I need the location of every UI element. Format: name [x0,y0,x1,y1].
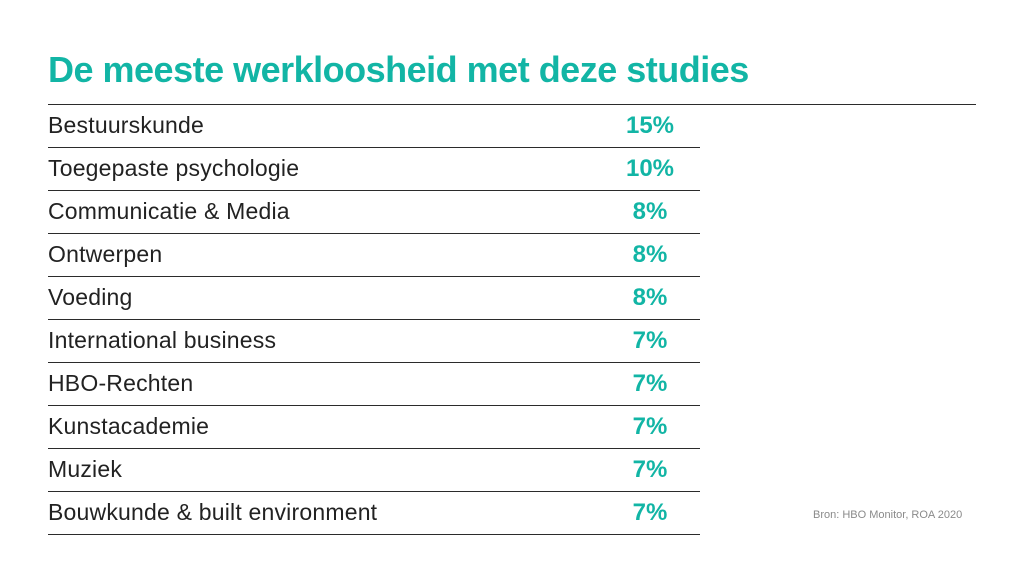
table-row: Communicatie & Media 8% [48,191,700,234]
table-row: Ontwerpen 8% [48,234,700,277]
study-label: Voeding [48,284,133,311]
unemployment-percentage: 10% [625,154,675,182]
table-row: Kunstacademie 7% [48,406,700,449]
unemployment-percentage: 15% [625,111,675,139]
page-title: De meeste werkloosheid met deze studies [48,0,976,105]
unemployment-percentage: 7% [632,412,668,440]
unemployment-percentage: 8% [632,240,668,268]
study-label: Muziek [48,456,123,483]
study-unemployment-table: Bestuurskunde 15% Toegepaste psychologie 10… [48,105,700,535]
study-label: Toegepaste psychologie [48,155,300,182]
study-label: Bouwkunde & built environment [48,499,378,526]
unemployment-percentage: 7% [632,369,668,397]
study-label: Bestuurskunde [48,112,205,139]
table-row: Muziek 7% [48,449,700,492]
unemployment-percentage: 7% [632,326,668,354]
unemployment-percentage: 7% [632,455,668,483]
study-label: HBO-Rechten [48,370,194,397]
study-label: Ontwerpen [48,241,163,268]
source-attribution: Bron: HBO Monitor, ROA 2020 [813,509,963,521]
table-row: Voeding 8% [48,277,700,320]
study-label: International business [48,327,277,354]
table-row: Bouwkunde & built environment 7% [48,492,700,535]
table-row: Bestuurskunde 15% [48,105,700,148]
study-label: Communicatie & Media [48,198,290,225]
unemployment-percentage: 7% [632,498,668,526]
study-label: Kunstacademie [48,413,210,440]
table-row: International business 7% [48,320,700,363]
unemployment-percentage: 8% [632,283,668,311]
content-area: De meeste werkloosheid met deze studies … [48,0,976,535]
unemployment-percentage: 8% [632,197,668,225]
table-row: Toegepaste psychologie 10% [48,148,700,191]
table-row: HBO-Rechten 7% [48,363,700,406]
